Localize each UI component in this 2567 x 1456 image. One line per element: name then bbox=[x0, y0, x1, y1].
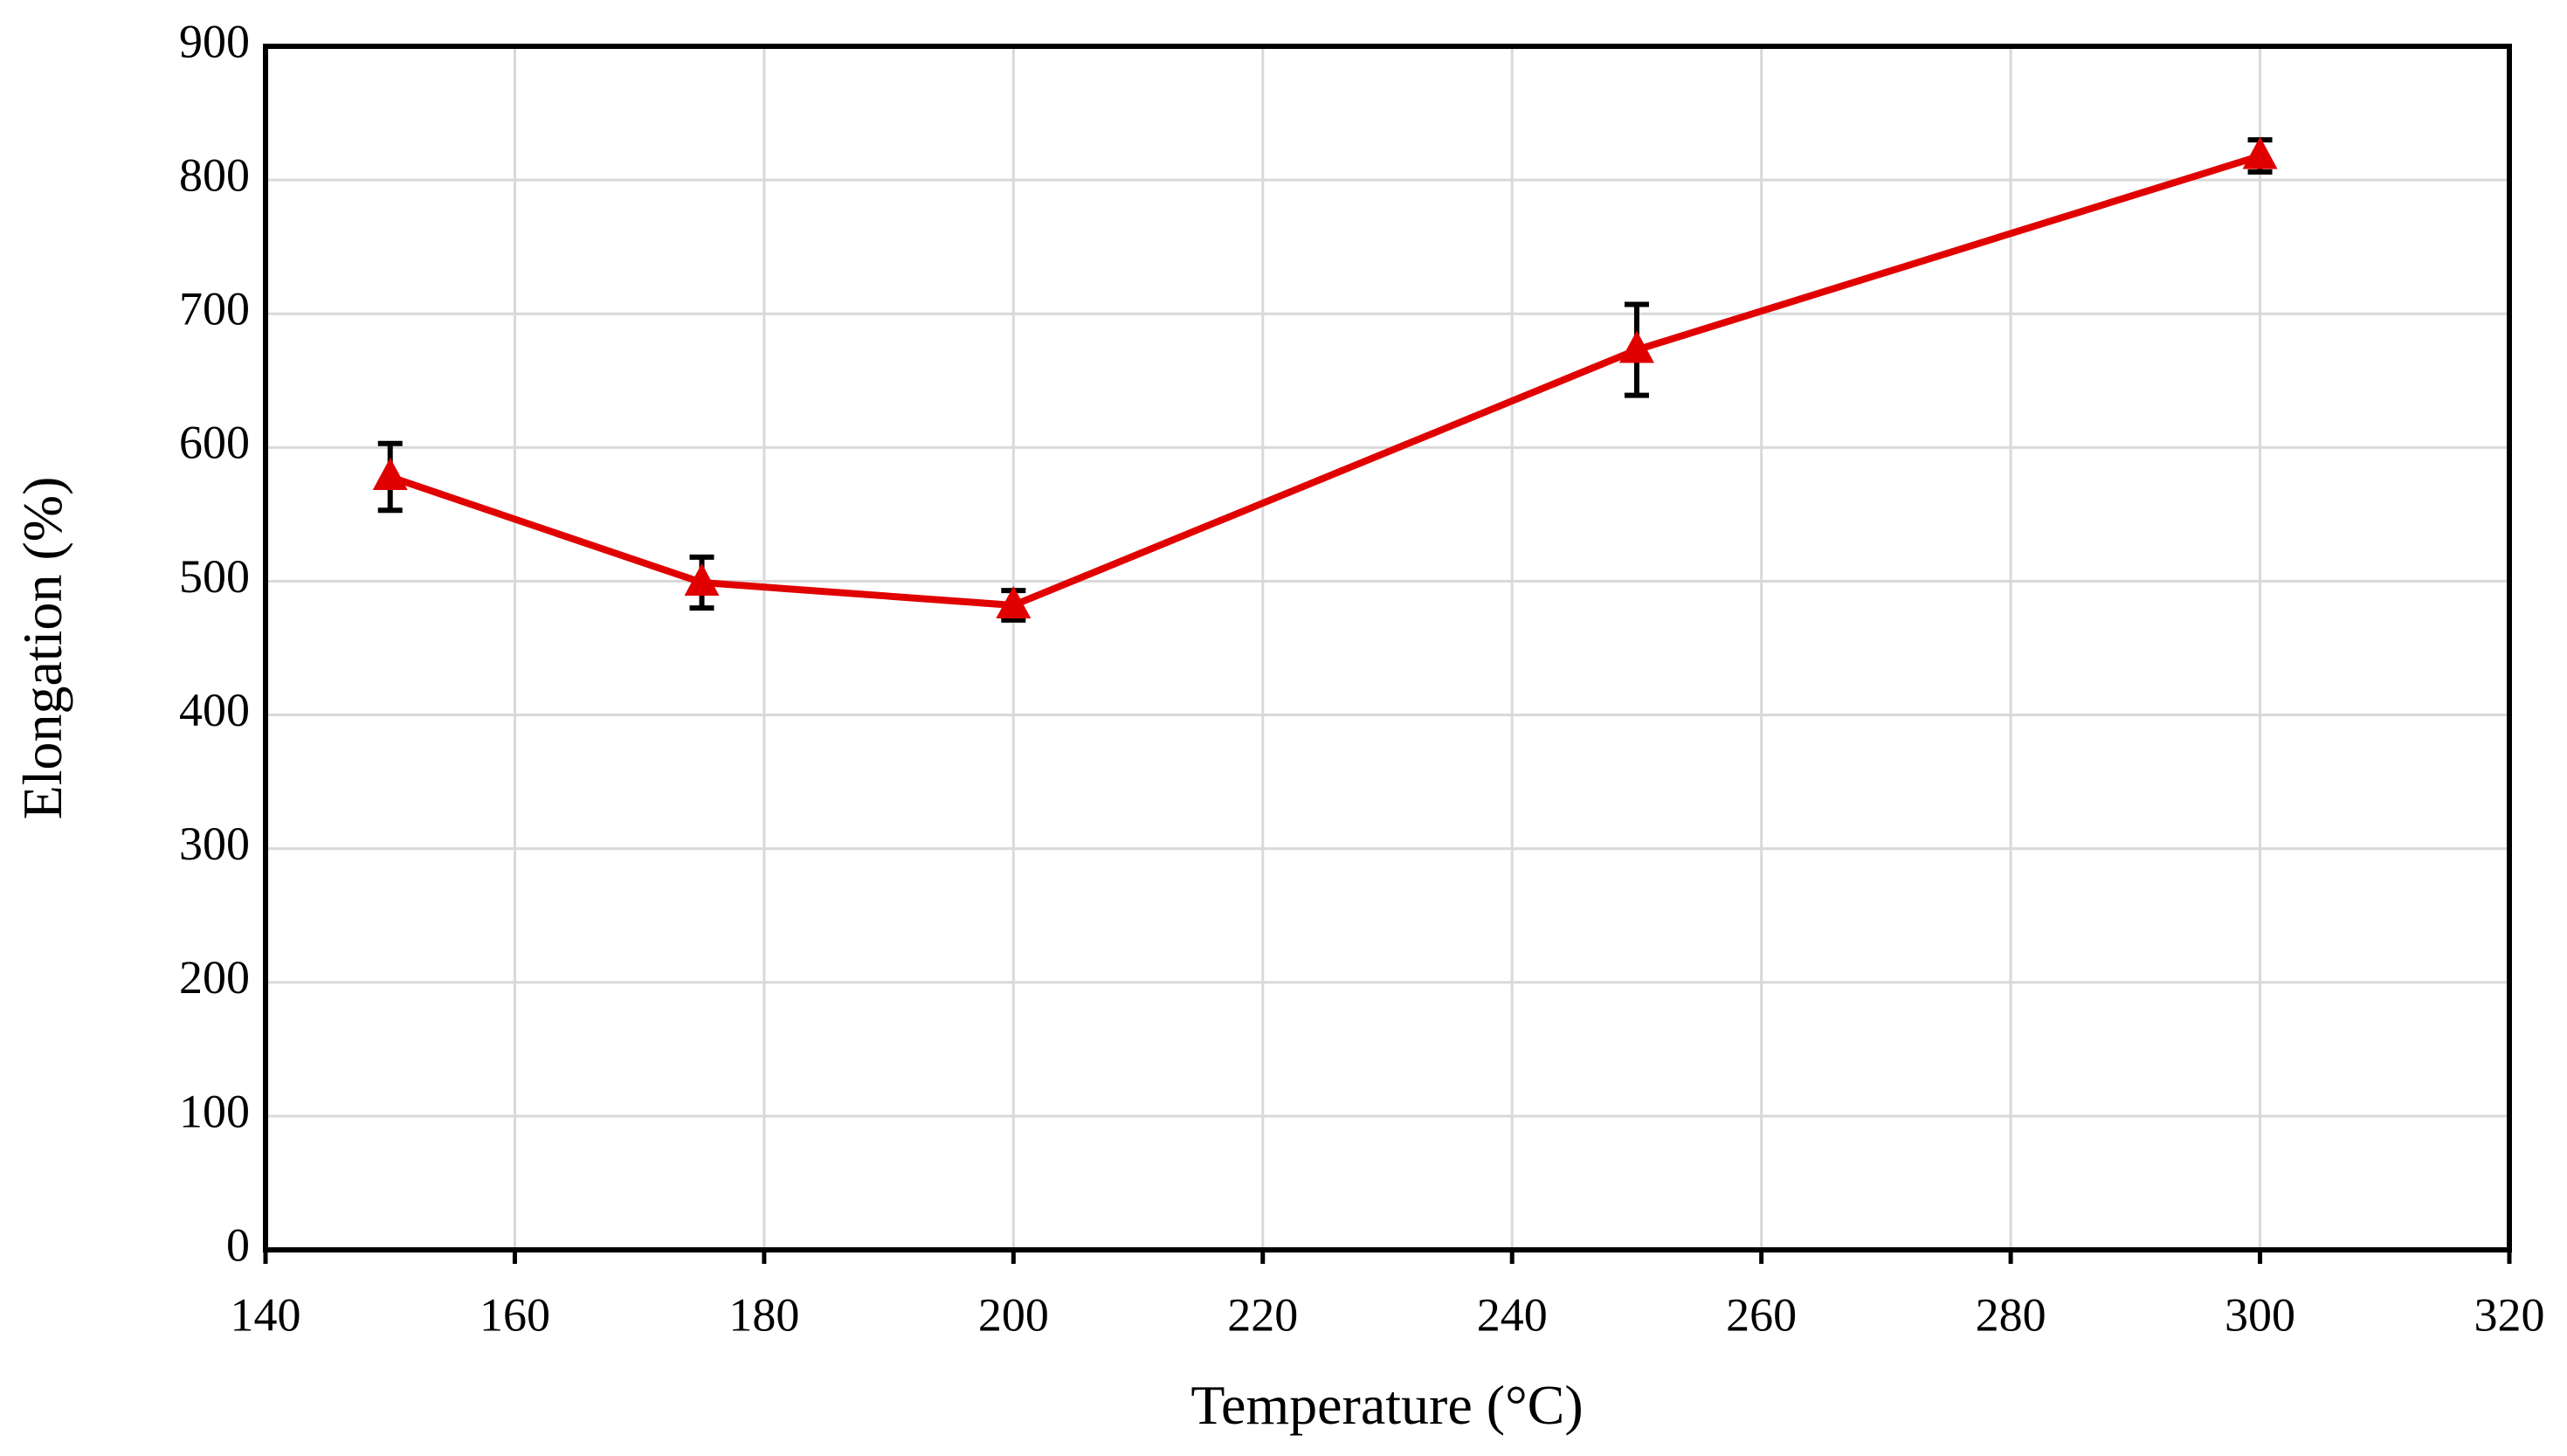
y-tick-label: 600 bbox=[179, 417, 250, 469]
marker bbox=[372, 458, 408, 491]
marker bbox=[684, 562, 720, 596]
y-tick-label: 500 bbox=[179, 550, 250, 603]
marker bbox=[996, 586, 1032, 619]
marker bbox=[2242, 136, 2278, 169]
plot-frame bbox=[263, 44, 2512, 1252]
x-tick-label: 240 bbox=[1477, 1288, 1548, 1341]
y-tick-label: 200 bbox=[179, 951, 250, 1004]
y-tick-label: 800 bbox=[179, 149, 250, 202]
y-tick-label: 0 bbox=[226, 1218, 250, 1271]
y-tick-label: 900 bbox=[179, 15, 250, 67]
y-tick-label: 700 bbox=[179, 283, 250, 335]
x-tick-label: 180 bbox=[728, 1288, 799, 1341]
y-axis-title: Elongation (%) bbox=[11, 477, 73, 820]
y-tick-label: 400 bbox=[179, 684, 250, 736]
x-tick-label: 200 bbox=[978, 1288, 1049, 1341]
data-line bbox=[389, 152, 2261, 610]
x-tick-label: 160 bbox=[480, 1288, 550, 1341]
x-tick-label: 140 bbox=[231, 1288, 301, 1341]
x-tick-label: 300 bbox=[2225, 1288, 2295, 1341]
x-tick-label: 260 bbox=[1726, 1288, 1797, 1341]
y-tick-label: 300 bbox=[179, 818, 250, 870]
x-axis-title: Temperature (°C) bbox=[1190, 1374, 1583, 1436]
x-tick-label: 320 bbox=[2474, 1288, 2545, 1341]
x-tick-label: 280 bbox=[1976, 1288, 2046, 1341]
y-tick-label: 100 bbox=[179, 1085, 250, 1137]
x-tick-label: 220 bbox=[1227, 1288, 1298, 1341]
marker bbox=[1618, 330, 1654, 363]
